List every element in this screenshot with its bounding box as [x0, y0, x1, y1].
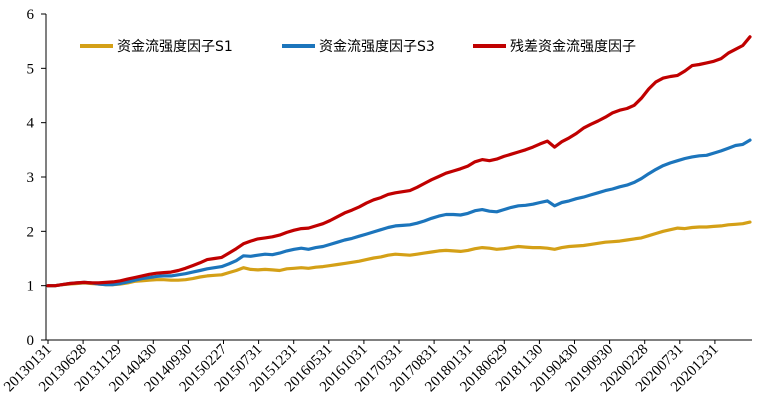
y-tick-label: 2 — [27, 224, 35, 240]
y-tick-label: 3 — [27, 170, 35, 186]
series-line-2 — [46, 138, 752, 288]
legend: 资金流强度因子S1 资金流强度因子S3 残差资金流强度因子 — [80, 39, 636, 55]
series-lines — [46, 35, 752, 288]
series-line-1 — [46, 220, 752, 288]
legend-label-1: 资金流强度因子S1 — [117, 39, 233, 55]
y-axis: 0 1 2 3 4 5 6 — [27, 7, 47, 349]
y-tick-label: 1 — [27, 279, 35, 295]
legend-label-3: 残差资金流强度因子 — [510, 39, 636, 55]
x-axis: 2013013120130628201311292014043020140930… — [1, 339, 752, 395]
y-tick-label: 5 — [27, 61, 35, 77]
y-tick-label: 6 — [27, 7, 35, 23]
series-line-3 — [46, 35, 752, 288]
y-tick-label: 4 — [27, 116, 35, 132]
legend-label-2: 资金流强度因子S3 — [319, 39, 435, 55]
y-tick-label: 0 — [27, 333, 35, 349]
